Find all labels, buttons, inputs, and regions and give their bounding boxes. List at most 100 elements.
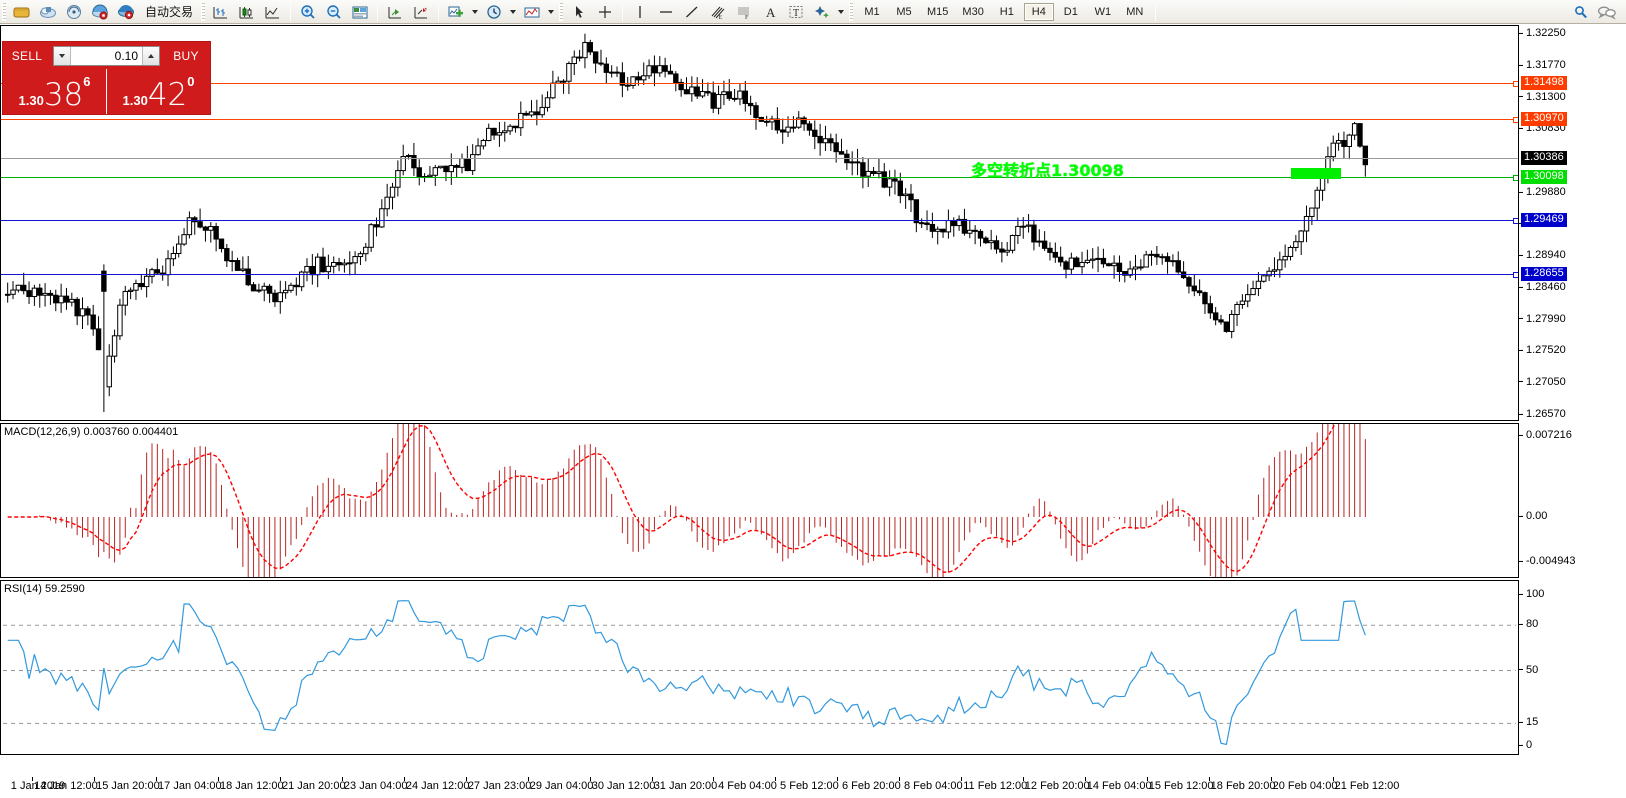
timeframe-button-mn[interactable]: MN	[1126, 5, 1144, 18]
price-level-line-1.30098[interactable]	[1, 175, 1518, 182]
drawing-grip[interactable]	[559, 2, 564, 21]
price-tick-1.28940: 1.28940	[1519, 249, 1566, 261]
time-scale-axis[interactable]: 1 Jan 2019 14 Jan 12:00 15 Jan 20:00 17 Jan…	[0, 777, 1626, 798]
timeframe-button-m5[interactable]: M5	[896, 5, 912, 18]
timeframe-button-h4[interactable]: H4	[1023, 2, 1054, 21]
indicators-dropdown-caret[interactable]	[469, 1, 481, 23]
price-tag-1.31498[interactable]: 1.31498	[1521, 76, 1567, 91]
signals-icon[interactable]	[87, 1, 113, 23]
objects-dropdown-caret[interactable]	[835, 1, 847, 23]
text-label-icon[interactable]: T	[783, 1, 809, 23]
time-tick-mark	[155, 777, 157, 781]
timeframe-button-m1[interactable]: M1	[864, 5, 880, 18]
text-icon[interactable]: A	[757, 1, 783, 23]
rsi-tick-80: 80	[1519, 618, 1538, 630]
price-tag-1.30970[interactable]: 1.30970	[1521, 111, 1567, 126]
chat-icon[interactable]	[1594, 1, 1620, 23]
timeframe-button-h1[interactable]: H1	[999, 5, 1014, 18]
vertical-line-icon[interactable]	[627, 1, 653, 23]
cloud-icon[interactable]	[35, 1, 61, 23]
time-tick-mark	[527, 777, 529, 781]
zoom-out-icon[interactable]	[321, 1, 347, 23]
horizontal-line-icon[interactable]	[653, 1, 679, 23]
time-label-4: 18 Jan 12:00	[220, 780, 284, 792]
price-tick-1.28460: 1.28460	[1519, 281, 1566, 293]
chart-text-annotation[interactable]: 多空转折点1.30098	[971, 161, 1124, 181]
price-tick-1.31770: 1.31770	[1519, 59, 1566, 71]
price-level-line-1.28655[interactable]	[1, 272, 1518, 279]
timeframe-button-w1[interactable]: W1	[1094, 5, 1112, 18]
autotrade-label[interactable]: 自动交易	[145, 5, 194, 19]
search-icon[interactable]	[1568, 1, 1594, 23]
timeframe-button-d1[interactable]: D1	[1063, 5, 1078, 18]
time-label-19: 15 Feb 12:00	[1148, 780, 1214, 792]
rsi-indicator-panel[interactable]: RSI(14) 59.2590	[0, 580, 1519, 755]
periods-dropdown-caret[interactable]	[507, 1, 519, 23]
fibonacci-icon[interactable]: F	[731, 1, 757, 23]
macd-indicator-panel[interactable]: MACD(12,26,9) 0.003760 0.004401	[0, 423, 1519, 578]
indicators-icon[interactable]	[443, 1, 469, 23]
ask-price-main: 42	[147, 76, 188, 113]
candlestick-chart-icon[interactable]	[234, 1, 260, 23]
crosshair-icon[interactable]	[592, 1, 618, 23]
auto-scroll-icon[interactable]	[408, 1, 434, 23]
level-line-handle[interactable]	[1513, 217, 1518, 224]
one-click-trading-panel[interactable]: SELL 0.10 BUY 1.30 38 6 1.30 42 0	[2, 41, 211, 115]
highlight-box[interactable]	[1291, 168, 1341, 180]
time-label-10: 30 Jan 12:00	[591, 780, 656, 792]
time-label-7: 24 Jan 12:00	[405, 780, 470, 792]
cursor-icon[interactable]	[566, 1, 592, 23]
templates-dropdown-caret[interactable]	[545, 1, 557, 23]
price-tick-1.29880: 1.29880	[1519, 186, 1566, 198]
level-line-handle[interactable]	[1513, 175, 1518, 182]
tile-windows-icon[interactable]	[347, 1, 373, 23]
time-label-16: 11 Feb 12:00	[963, 780, 1028, 792]
autotrade-icon[interactable]	[113, 1, 139, 23]
line-chart-icon[interactable]	[260, 1, 286, 23]
zoom-in-icon[interactable]	[295, 1, 321, 23]
price-level-line-1.31498[interactable]	[1, 81, 1518, 88]
chart-type-grip[interactable]	[201, 2, 206, 21]
timeframe-button-m30[interactable]: M30	[962, 5, 984, 18]
price-chart-panel[interactable]: 多空转折点1.30098	[0, 25, 1519, 421]
volume-stepper[interactable]: 0.10	[53, 45, 160, 66]
timeframe-button-m15[interactable]: M15	[927, 5, 949, 18]
timeframe-grip[interactable]	[849, 2, 854, 21]
main-toolbar: 自动交易	[0, 0, 1626, 24]
price-tag-1.30386[interactable]: 1.30386	[1521, 151, 1567, 166]
price-level-line-1.30970[interactable]	[1, 116, 1518, 123]
price-tag-1.29469[interactable]: 1.29469	[1521, 212, 1567, 227]
price-scale-axis[interactable]: 1.322501.317701.313001.308301.298801.294…	[1519, 25, 1626, 421]
line-tools-group: E F A T	[627, 0, 847, 24]
toolbar-grip[interactable]	[2, 2, 6, 21]
trendline-icon[interactable]	[679, 1, 705, 23]
volume-decrease-button[interactable]	[54, 46, 71, 65]
price-tag-1.30098[interactable]: 1.30098	[1521, 170, 1567, 185]
price-tag-1.28655[interactable]: 1.28655	[1521, 267, 1567, 282]
buy-button[interactable]: BUY	[173, 48, 199, 63]
shift-end-icon[interactable]	[382, 1, 408, 23]
level-line-handle[interactable]	[1513, 116, 1518, 123]
ask-price[interactable]: 1.30 42 0	[107, 69, 210, 114]
price-level-line-1.29469[interactable]	[1, 217, 1518, 224]
new-order-icon[interactable]	[9, 1, 35, 23]
bar-chart-icon[interactable]	[208, 1, 234, 23]
sell-button[interactable]: SELL	[11, 48, 43, 63]
time-tick-mark	[589, 777, 591, 781]
price-level-line-1.30386[interactable]	[1, 158, 1518, 160]
price-tick-1.27520: 1.27520	[1519, 344, 1566, 356]
equidistant-channel-icon[interactable]: E	[705, 1, 731, 23]
time-label-13: 5 Feb 12:00	[780, 780, 839, 792]
level-line-handle[interactable]	[1513, 81, 1518, 88]
volume-increase-button[interactable]	[142, 46, 159, 65]
periods-icon[interactable]	[481, 1, 507, 23]
time-label-6: 23 Jan 04:00	[343, 780, 408, 792]
time-label-9: 29 Jan 04:00	[529, 780, 594, 792]
objects-icon[interactable]	[809, 1, 835, 23]
level-line-handle[interactable]	[1513, 272, 1518, 279]
volume-value[interactable]: 0.10	[71, 46, 142, 65]
bid-price[interactable]: 1.30 38 6	[3, 69, 107, 114]
bid-price-main: 38	[43, 76, 84, 113]
templates-icon[interactable]	[519, 1, 545, 23]
news-icon[interactable]	[61, 1, 87, 23]
